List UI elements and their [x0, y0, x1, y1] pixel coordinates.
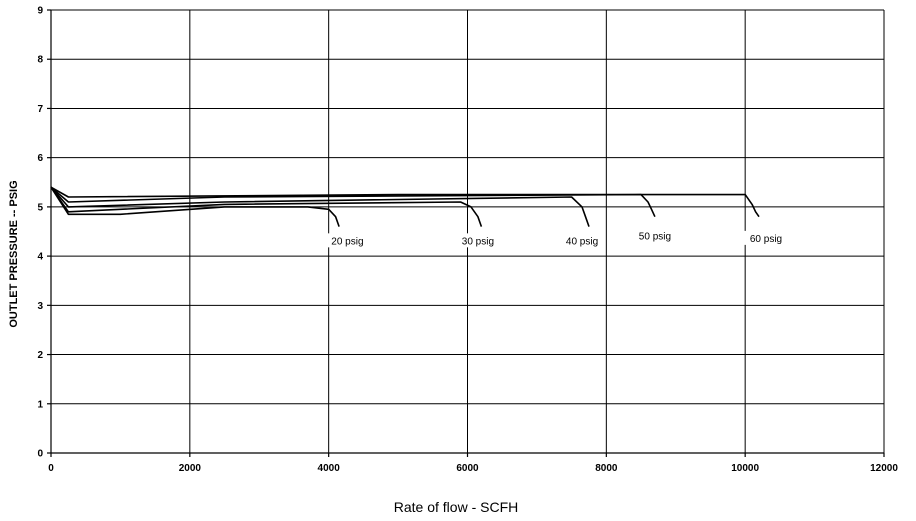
y-tick-label: 5	[37, 202, 43, 213]
curve-label-bg	[743, 230, 788, 245]
x-tick-label: 6000	[456, 463, 479, 474]
axes	[47, 9, 885, 457]
series-line-40-psig	[50, 186, 590, 227]
series-group	[50, 186, 760, 227]
y-tick-label: 6	[37, 153, 43, 164]
y-tick-label: 4	[37, 252, 43, 263]
y-axis-title: OUTLET PRESSURE -- PSIG	[8, 180, 20, 327]
annotation-group: 20 psig 30 psig 40 psig 50 psig 60 psig	[325, 228, 788, 248]
curve-label: 40 psig	[566, 236, 598, 247]
y-tick-label: 9	[37, 6, 43, 17]
series-line-60-psig	[50, 186, 760, 218]
curve-label-bg	[455, 233, 500, 248]
y-tick-label: 3	[37, 301, 43, 312]
curve-label-bg	[560, 233, 605, 248]
x-tick-label: 2000	[179, 463, 202, 474]
x-tick-label: 8000	[595, 463, 618, 474]
series-line-30-psig	[50, 186, 483, 227]
curve-label-bg	[325, 233, 370, 248]
x-axis-title: Rate of flow - SCFH	[394, 499, 518, 515]
curve-label: 30 psig	[462, 236, 494, 247]
x-tick-label: 0	[48, 463, 54, 474]
curve-label: 20 psig	[331, 236, 363, 247]
tick-labels: 0 1 2 3 4 5 6 7 8 9 0 2000 4000 6000 8000 10000 12000	[37, 6, 898, 475]
curve-label: 60 psig	[750, 234, 782, 245]
x-tick-label: 12000	[870, 463, 898, 474]
series-line-20-psig	[50, 186, 340, 227]
x-tick-label: 4000	[318, 463, 341, 474]
curve-label-bg	[632, 228, 677, 243]
y-tick-label: 8	[37, 55, 43, 66]
curve-label: 50 psig	[639, 231, 671, 242]
x-tick-label: 10000	[731, 463, 759, 474]
y-tick-label: 1	[37, 399, 43, 410]
y-tick-label: 0	[37, 449, 43, 460]
y-tick-label: 2	[37, 350, 43, 361]
y-tick-label: 7	[37, 104, 43, 115]
